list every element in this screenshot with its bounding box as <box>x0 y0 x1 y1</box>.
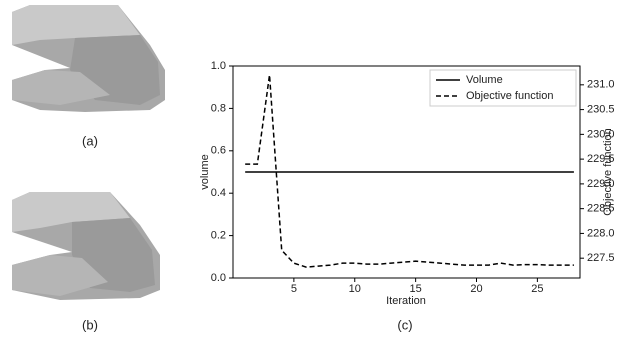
panel-label: (b) <box>82 317 98 332</box>
y-tick-label: 1.0 <box>211 60 226 72</box>
panel-label: (c) <box>397 317 412 332</box>
voxel-model-b <box>12 192 160 300</box>
y2-tick-label: 231.0 <box>587 79 615 91</box>
y-axis-label: volume <box>199 154 211 189</box>
y2-tick-label: 228.5 <box>587 203 615 215</box>
x-tick-label: 5 <box>291 283 297 295</box>
y2-tick-label: 230.0 <box>587 128 615 140</box>
figure: (a) (b) (c) Iteration volume Objective f… <box>0 0 617 336</box>
x-tick-label: 10 <box>349 283 361 295</box>
y-tick-label: 0.8 <box>211 102 226 114</box>
y2-tick-label: 228.0 <box>587 227 615 239</box>
x-tick-label: 25 <box>531 283 543 295</box>
voxel-model-a <box>12 5 165 112</box>
x-tick-label: 20 <box>470 283 482 295</box>
y2-tick-label: 227.5 <box>587 252 615 264</box>
y-tick-label: 0.6 <box>211 145 226 157</box>
y-tick-label: 0.0 <box>211 272 226 284</box>
y2-tick-label: 230.5 <box>587 103 615 115</box>
x-axis-label: Iteration <box>386 295 426 307</box>
y-tick-label: 0.2 <box>211 230 226 242</box>
y2-tick-label: 229.0 <box>587 178 615 190</box>
legend-label: Volume <box>466 74 503 86</box>
y-tick-label: 0.4 <box>211 187 226 199</box>
legend-label: Objective function <box>466 90 553 102</box>
x-tick-label: 15 <box>410 283 422 295</box>
y2-tick-label: 229.5 <box>587 153 615 165</box>
panel-label: (a) <box>82 133 98 148</box>
